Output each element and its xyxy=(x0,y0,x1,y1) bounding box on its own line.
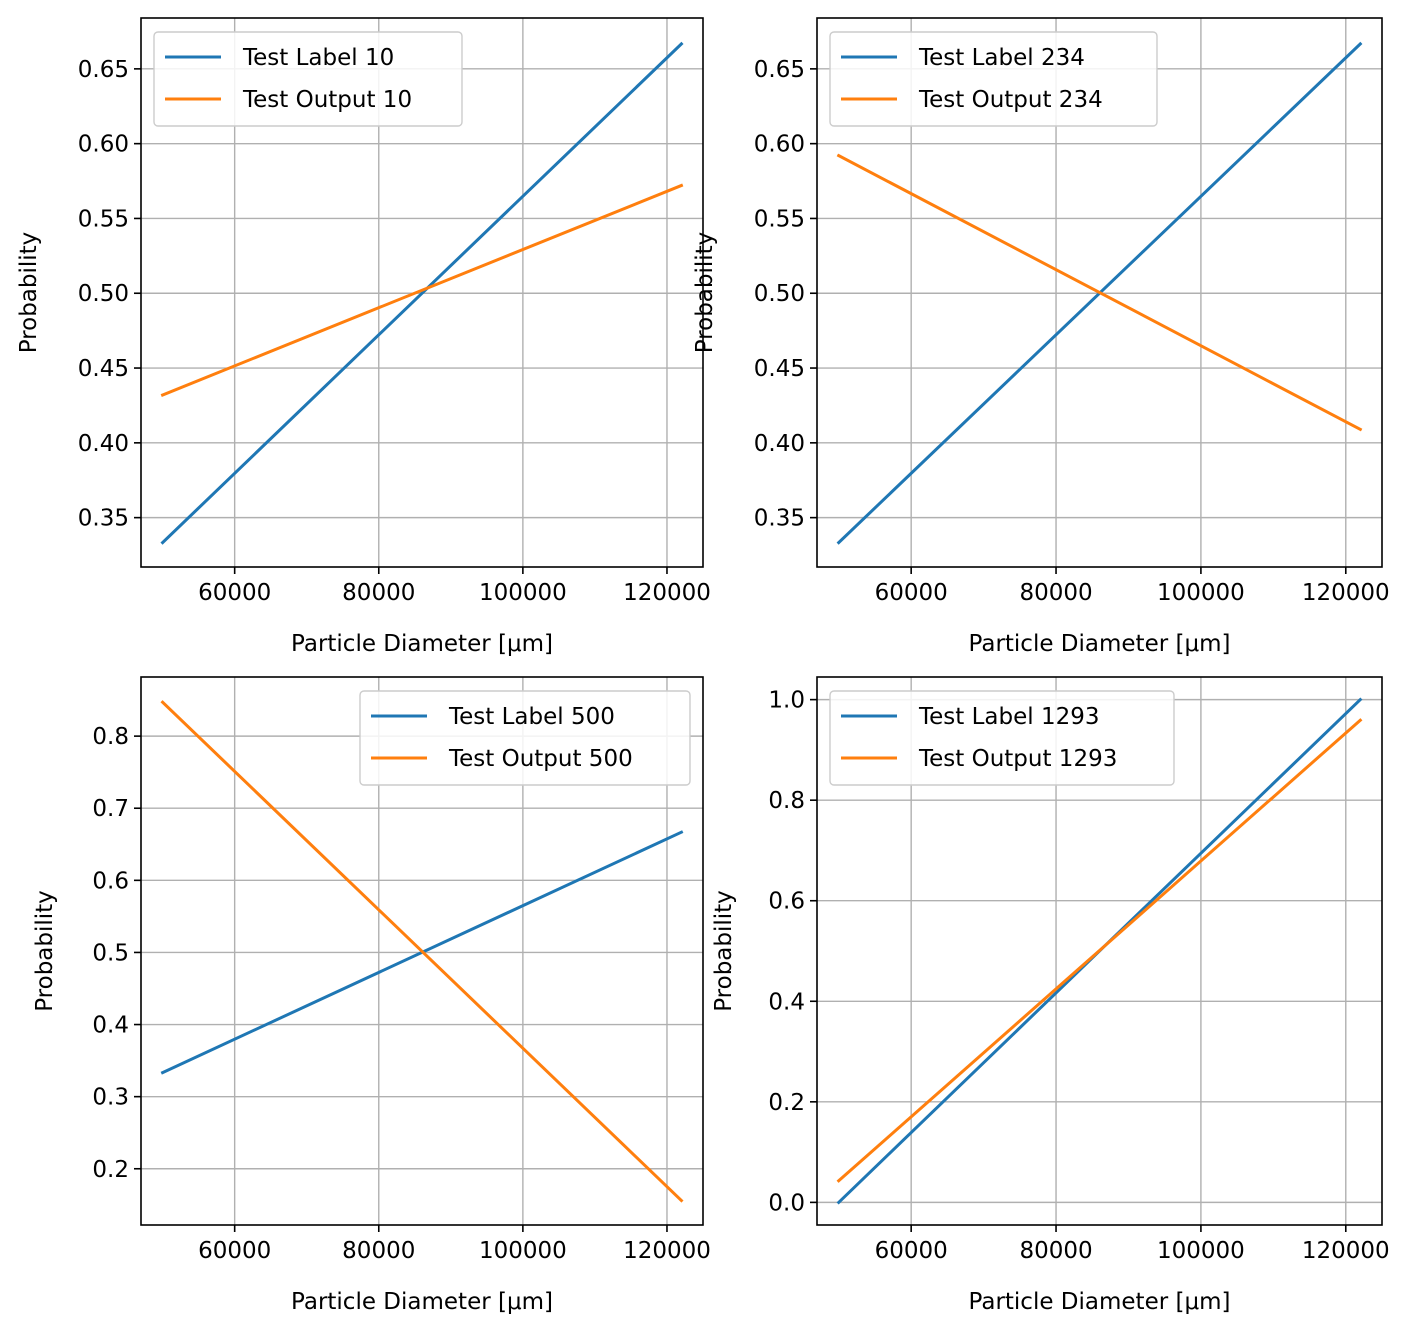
y-tick-label: 0.5 xyxy=(92,940,129,966)
x-axis-label: Particle Diameter [μm] xyxy=(969,631,1231,657)
x-axis-label: Particle Diameter [μm] xyxy=(291,1289,553,1315)
y-axis-label: Probability xyxy=(692,232,718,354)
y-tick-label: 0.55 xyxy=(78,206,129,232)
y-tick-label: 0.40 xyxy=(78,431,129,457)
legend-box xyxy=(829,31,1158,127)
y-tick-label: 0.4 xyxy=(92,1013,129,1039)
legend-entry-label: Test Output 500 xyxy=(448,746,633,772)
x-tick-label: 80000 xyxy=(1019,1238,1092,1264)
y-tick-label: 0.50 xyxy=(78,281,129,307)
legend-entry-label: Test Output 1293 xyxy=(918,746,1117,772)
y-tick-label: 0.35 xyxy=(754,506,805,532)
y-tick-label: 0.6 xyxy=(92,868,129,894)
legend-entry-label: Test Label 10 xyxy=(242,45,394,71)
series-line-output xyxy=(836,718,1363,1183)
legend-box xyxy=(829,690,1175,786)
y-tick-label: 0.2 xyxy=(768,1090,805,1116)
series-line-output xyxy=(836,153,1363,432)
x-axis-label: Particle Diameter [μm] xyxy=(969,1289,1231,1315)
legend-entry-label: Test Label 234 xyxy=(918,45,1085,71)
x-tick-label: 120000 xyxy=(1302,1238,1390,1264)
y-tick-label: 0.4 xyxy=(768,989,805,1015)
y-tick-label: 1.0 xyxy=(768,688,805,714)
y-tick-label: 0.3 xyxy=(92,1085,129,1111)
y-tick-label: 0.8 xyxy=(768,788,805,814)
y-tick-label: 0.45 xyxy=(754,356,805,382)
axes-frame xyxy=(140,676,704,1226)
x-tick-label: 100000 xyxy=(479,580,567,606)
legend-box xyxy=(153,31,463,127)
y-tick-label: 0.65 xyxy=(78,57,129,83)
x-tick-label: 60000 xyxy=(198,580,271,606)
legend-entry-label: Test Output 234 xyxy=(918,87,1103,113)
x-tick-label: 60000 xyxy=(875,1238,948,1264)
y-axis-label: Probability xyxy=(32,890,58,1012)
y-tick-label: 0.60 xyxy=(78,132,129,158)
legend: Test Label 234 Test Output 234 xyxy=(829,31,1158,127)
y-tick-label: 0.65 xyxy=(754,57,805,83)
series-line-output xyxy=(160,700,684,1203)
y-tick-label: 0.8 xyxy=(92,724,129,750)
axes-frame xyxy=(816,676,1383,1226)
y-axis-label: Probability xyxy=(711,890,737,1012)
y-tick-label: 0.7 xyxy=(92,796,129,822)
legend: Test Label 10 Test Output 10 xyxy=(153,31,463,127)
series-line-label xyxy=(160,41,684,545)
x-axis-label: Particle Diameter [μm] xyxy=(291,631,553,657)
subplot-1: 60000 80000 100000 120000 0.35 0.40 0.45 0.50 0.… xyxy=(16,17,711,657)
legend: Test Label 500 Test Output 500 xyxy=(359,690,691,786)
y-tick-label: 0.35 xyxy=(78,506,129,532)
series-line-output xyxy=(160,183,684,397)
subplot-2: 60000 80000 100000 120000 0.35 0.40 0.45 0.50 0.… xyxy=(692,17,1390,657)
x-tick-label: 100000 xyxy=(479,1238,567,1264)
x-tick-label: 100000 xyxy=(1157,580,1245,606)
legend-entry-label: Test Output 10 xyxy=(242,87,412,113)
x-tick-label: 80000 xyxy=(342,1238,415,1264)
y-tick-label: 0.40 xyxy=(754,431,805,457)
legend: Test Label 1293 Test Output 1293 xyxy=(829,690,1175,786)
x-tick-label: 120000 xyxy=(623,580,711,606)
subplot-4: 60000 80000 100000 120000 0.0 0.2 0.4 0.6 0.8 1.0… xyxy=(711,676,1390,1315)
x-tick-label: 120000 xyxy=(623,1238,711,1264)
legend-box xyxy=(359,690,691,786)
subplot-3: 60000 80000 100000 120000 0.2 0.3 0.4 0.5 0.6 0.7… xyxy=(32,676,711,1315)
x-tick-label: 60000 xyxy=(198,1238,271,1264)
y-tick-label: 0.45 xyxy=(78,356,129,382)
y-tick-label: 0.55 xyxy=(754,206,805,232)
legend-entry-label: Test Label 500 xyxy=(448,704,615,730)
x-tick-label: 60000 xyxy=(875,580,948,606)
y-tick-label: 0.60 xyxy=(754,132,805,158)
x-tick-label: 120000 xyxy=(1302,580,1390,606)
y-axis-label: Probability xyxy=(16,232,42,354)
x-tick-label: 100000 xyxy=(1157,1238,1245,1264)
legend-entry-label: Test Label 1293 xyxy=(918,704,1100,730)
y-tick-label: 0.50 xyxy=(754,281,805,307)
y-tick-label: 0.2 xyxy=(92,1157,129,1183)
x-tick-label: 80000 xyxy=(1019,580,1092,606)
x-tick-label: 80000 xyxy=(342,580,415,606)
y-tick-label: 0.0 xyxy=(768,1190,805,1216)
y-tick-label: 0.6 xyxy=(768,889,805,915)
